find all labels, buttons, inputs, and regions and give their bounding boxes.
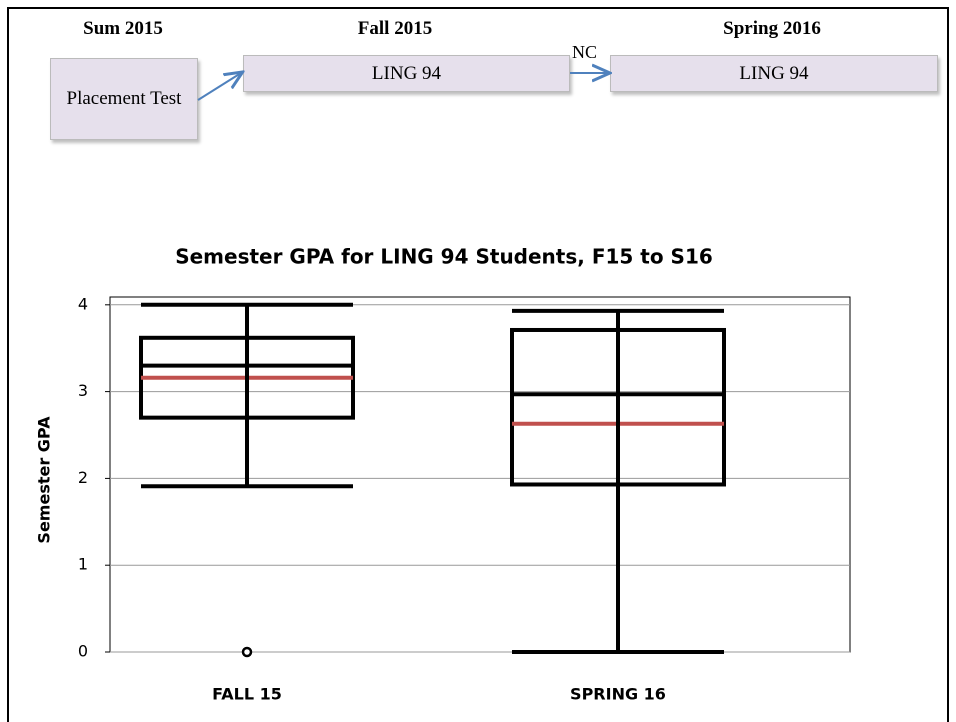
y-tick-label: 4	[78, 294, 88, 313]
node: Placement Test	[50, 58, 198, 140]
x-tick-label: FALL 15	[212, 685, 282, 704]
node: LING 94	[243, 55, 570, 92]
y-tick-label: 0	[78, 642, 88, 661]
term-header: Spring 2016	[723, 18, 821, 39]
edge-label: NC	[572, 42, 598, 62]
term-header: Sum 2015	[83, 18, 163, 39]
x-tick-label: SPRING 16	[570, 685, 666, 704]
plot-area	[109, 296, 851, 653]
y-axis-label: Semester GPA	[35, 416, 54, 544]
node: LING 94	[610, 55, 938, 92]
chart-title: Semester GPA for LING 94 Students, F15 t…	[175, 245, 713, 269]
frame	[7, 7, 949, 722]
arrow	[197, 73, 241, 101]
outlier	[241, 646, 253, 658]
term-header: Fall 2015	[357, 18, 433, 39]
y-tick-label: 1	[78, 555, 88, 574]
y-tick-label: 3	[78, 381, 88, 400]
y-tick-label: 2	[78, 468, 88, 487]
